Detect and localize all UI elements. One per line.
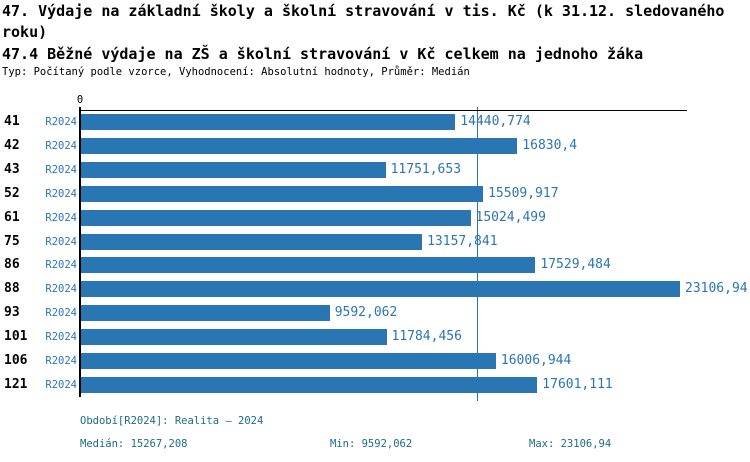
report-title: 47. Výdaje na základní školy a školní st… [2, 2, 734, 41]
bar-value-label: 16006,944 [500, 353, 572, 368]
y-axis-line [79, 107, 81, 397]
axis-zero-label: 0 [76, 94, 84, 106]
row-category-label: 43 [4, 162, 20, 177]
row-category-label: 41 [4, 114, 20, 129]
bar-value-label: 13157,841 [427, 234, 498, 249]
min-stat: Min: 9592,062 [330, 438, 413, 450]
value-bar[interactable] [81, 305, 330, 321]
bar-value-label: 9592,062 [334, 305, 398, 320]
series-period-label: R2024 [45, 307, 77, 319]
value-bar[interactable] [81, 281, 680, 297]
series-period-label: R2024 [45, 212, 77, 224]
row-category-label: 61 [4, 210, 20, 225]
bar-value-label: 11784,456 [391, 329, 462, 344]
bar-value-label: 23106,94 [685, 281, 748, 296]
value-bar[interactable] [81, 138, 518, 154]
series-period-label: R2024 [45, 116, 77, 128]
bar-value-label: 15024,499 [475, 210, 546, 225]
series-period-label: R2024 [45, 236, 77, 248]
series-period-label: R2024 [45, 283, 77, 295]
series-period-label: R2024 [45, 140, 77, 152]
report-meta: Typ: Počítaný podle vzorce, Vyhodnocení:… [2, 66, 470, 78]
row-category-label: 101 [4, 329, 28, 344]
bar-value-label: 16830,4 [522, 138, 578, 153]
row-category-label: 86 [4, 257, 20, 272]
series-period-label: R2024 [45, 164, 77, 176]
row-category-label: 106 [4, 353, 28, 368]
x-axis-line [79, 110, 687, 111]
series-period-label: R2024 [45, 259, 77, 271]
median-line [476, 107, 478, 401]
bar-value-label: 14440,774 [460, 114, 531, 129]
median-stat: Medián: 15267,208 [80, 438, 188, 450]
value-bar[interactable] [81, 234, 423, 250]
row-category-label: 121 [4, 377, 28, 392]
value-bar[interactable] [81, 257, 536, 273]
row-category-label: 42 [4, 138, 20, 153]
row-category-label: 75 [4, 234, 20, 249]
value-bar[interactable] [81, 353, 496, 369]
value-bar[interactable] [81, 114, 456, 130]
bar-value-label: 11751,653 [390, 162, 462, 177]
series-period-label: R2024 [45, 331, 77, 343]
row-category-label: 52 [4, 186, 20, 201]
series-period-label: R2024 [45, 379, 77, 391]
bar-value-label: 15509,917 [488, 186, 559, 201]
value-bar[interactable] [81, 162, 386, 178]
value-bar[interactable] [81, 186, 484, 202]
bar-value-label: 17601,111 [542, 377, 613, 392]
series-period-label: R2024 [45, 188, 77, 200]
value-bar[interactable] [81, 377, 538, 393]
value-bar[interactable] [81, 210, 471, 226]
report-subtitle: 47.4 Běžné výdaje na ZŠ a školní stravov… [2, 45, 644, 63]
row-category-label: 93 [4, 305, 20, 320]
period-info: Období[R2024]: Realita – 2024 [80, 415, 264, 427]
row-category-label: 88 [4, 281, 20, 296]
bar-value-label: 17529,484 [540, 257, 611, 272]
series-period-label: R2024 [45, 355, 77, 367]
value-bar[interactable] [81, 329, 387, 345]
max-stat: Max: 23106,94 [529, 438, 612, 450]
